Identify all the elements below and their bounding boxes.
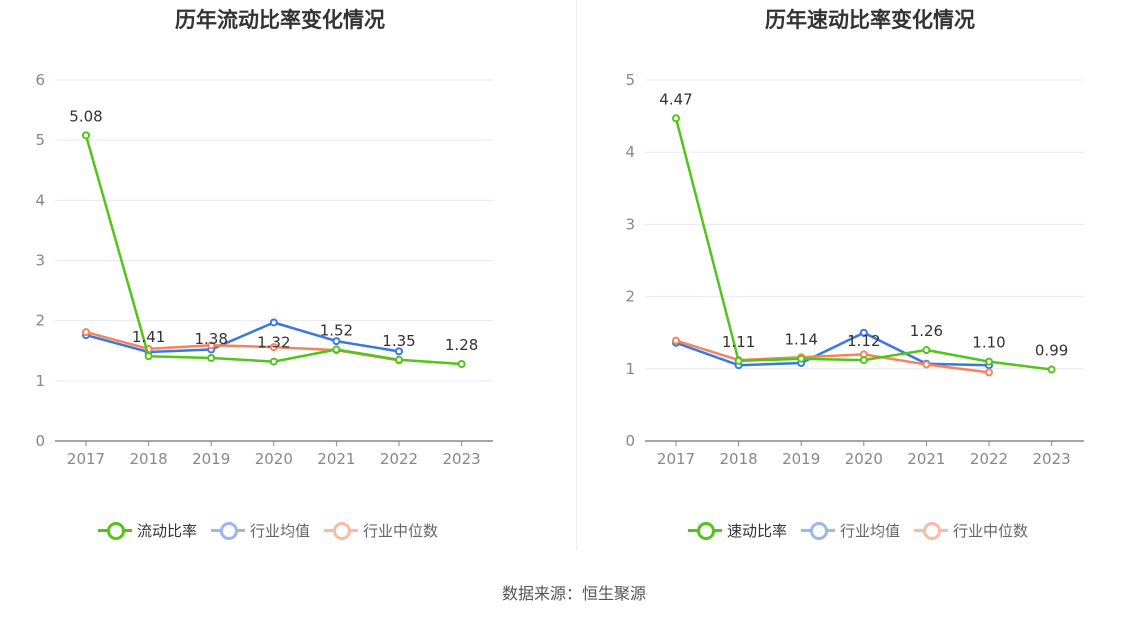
- x-tick-label: 2017: [67, 450, 105, 468]
- data-label: 1.28: [445, 336, 478, 354]
- data-point: [269, 343, 278, 352]
- y-tick-label: 0: [625, 432, 635, 450]
- data-label: 1.12: [847, 332, 880, 350]
- y-tick-label: 6: [35, 71, 45, 89]
- legend-item-industry-median[interactable]: 行业中位数: [324, 520, 438, 541]
- data-point: [985, 368, 993, 377]
- data-point: [395, 355, 403, 364]
- data-label: 0.99: [1035, 342, 1068, 360]
- legend-marker-green: [688, 520, 722, 540]
- data-point: [922, 360, 931, 369]
- legend-marker-orange: [324, 520, 359, 540]
- data-point: [859, 328, 868, 337]
- data-point: [207, 341, 216, 350]
- data-label: 1.35: [382, 332, 415, 350]
- data-label: 5.08: [69, 107, 102, 125]
- legend-label: 行业中位数: [363, 521, 439, 540]
- data-point: [332, 345, 341, 354]
- y-tick-label: 4: [35, 191, 45, 209]
- legend-marker-blue: [211, 520, 246, 540]
- data-point: [82, 131, 90, 140]
- data-label: 1.26: [910, 322, 943, 340]
- legend-item-industry-median[interactable]: 行业中位数: [914, 520, 1028, 541]
- y-tick-label: 4: [625, 143, 635, 161]
- data-label: 1.11: [722, 333, 755, 351]
- data-source-note: 数据来源：恒生聚源: [501, 584, 646, 603]
- panel-divider: [576, 0, 577, 550]
- legend-item-quick-ratio[interactable]: 速动比率: [688, 520, 787, 541]
- data-point: [859, 356, 868, 365]
- x-tick-label: 2020: [255, 450, 293, 468]
- x-tick-label: 2018: [720, 450, 758, 468]
- data-label: 1.10: [972, 334, 1005, 352]
- data-point: [395, 347, 403, 356]
- left-legend: 流动比率 行业均值 行业中位数: [98, 518, 452, 542]
- y-tick-label: 3: [625, 215, 635, 233]
- y-tick-label: 3: [35, 252, 45, 270]
- x-tick-label: 2023: [1033, 450, 1071, 468]
- data-point: [82, 328, 90, 337]
- legend-label: 行业均值: [250, 521, 311, 540]
- data-point: [734, 356, 743, 365]
- x-tick-label: 2021: [317, 450, 355, 468]
- right-legend: 速动比率 行业均值 行业中位数: [688, 518, 1042, 542]
- x-tick-label: 2021: [907, 450, 945, 468]
- x-tick-label: 2020: [845, 450, 883, 468]
- data-point: [457, 359, 466, 368]
- data-point: [269, 318, 278, 327]
- y-tick-label: 2: [35, 312, 45, 330]
- x-tick-label: 2018: [130, 450, 168, 468]
- legend-label: 速动比率: [727, 521, 788, 540]
- data-point: [269, 357, 278, 366]
- y-tick-label: 5: [625, 71, 635, 89]
- y-tick-label: 1: [625, 360, 635, 378]
- data-point: [207, 353, 216, 362]
- legend-label: 行业中位数: [953, 521, 1029, 540]
- series-line: [675, 331, 990, 367]
- data-label: 1.41: [132, 328, 165, 346]
- x-tick-label: 2022: [380, 450, 418, 468]
- data-label: 1.32: [257, 334, 290, 352]
- x-tick-label: 2019: [192, 450, 230, 468]
- data-point: [332, 337, 341, 346]
- x-tick-label: 2019: [782, 450, 820, 468]
- data-label: 1.38: [194, 330, 227, 348]
- data-point: [672, 336, 680, 345]
- legend-item-industry-average[interactable]: 行业均值: [211, 520, 310, 541]
- current-ratio-chart: 0 1 2 3 4 5 6 2017 2018 2019 2020 2021 2022 2023 5.08 1…: [35, 71, 493, 468]
- y-tick-label: 5: [35, 131, 45, 149]
- x-tick-label: 2023: [443, 450, 481, 468]
- series-line: [675, 339, 990, 374]
- legend-marker-green: [98, 520, 132, 540]
- legend-item-current-ratio[interactable]: 流动比率: [98, 520, 197, 541]
- data-label: 1.14: [784, 331, 817, 349]
- legend-marker-blue: [801, 520, 836, 540]
- legend-item-industry-average[interactable]: 行业均值: [801, 520, 900, 541]
- data-label: 1.52: [320, 322, 353, 340]
- x-tick-label: 2017: [657, 450, 695, 468]
- data-point: [144, 352, 153, 361]
- data-point: [985, 357, 993, 366]
- left-chart-title: 历年流动比率变化情况: [175, 8, 385, 32]
- series-line: [85, 321, 400, 354]
- data-point: [1047, 365, 1056, 374]
- data-point: [672, 114, 680, 123]
- legend-marker-orange: [914, 520, 949, 540]
- quick-ratio-chart: 0 1 2 3 4 5 2017 2018 2019 2020 2021 2022 2023 4.47 1.…: [625, 71, 1084, 468]
- data-point: [797, 354, 806, 363]
- data-point: [922, 346, 931, 355]
- legend-label: 行业均值: [840, 521, 901, 540]
- y-tick-label: 0: [35, 432, 45, 450]
- y-tick-label: 2: [625, 288, 635, 306]
- x-tick-label: 2022: [970, 450, 1008, 468]
- right-chart-title: 历年速动比率变化情况: [765, 8, 975, 32]
- legend-label: 流动比率: [137, 521, 198, 540]
- data-label: 4.47: [659, 90, 692, 108]
- y-tick-label: 1: [35, 372, 45, 390]
